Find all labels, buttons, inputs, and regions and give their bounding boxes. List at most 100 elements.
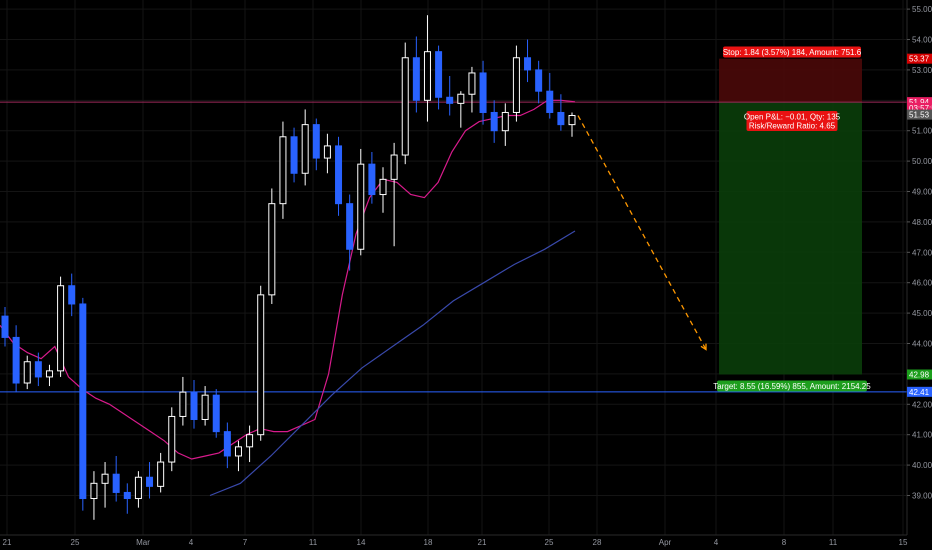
price-label-bg-4	[907, 369, 932, 380]
candle-body-31	[346, 203, 354, 250]
candle-37	[412, 36, 420, 113]
time-label-0: 21	[3, 538, 12, 547]
candle-17	[190, 379, 198, 429]
candle-27	[301, 109, 309, 186]
candle-34	[379, 167, 387, 213]
price-tick-label-4: 51.00	[912, 127, 932, 136]
time-label-3: 4	[189, 538, 194, 547]
ma-fast-line	[0, 99, 576, 460]
candle-29	[323, 133, 331, 174]
price-tick-label-15: 40.00	[912, 461, 932, 470]
candle-body-30	[335, 145, 343, 205]
candle-12	[134, 471, 142, 508]
candle-body-45	[501, 111, 509, 132]
candle-body-19	[212, 394, 220, 433]
candle-9	[101, 462, 109, 508]
candle-body-41	[457, 93, 465, 104]
candle-18	[201, 386, 209, 426]
candle-6	[68, 273, 76, 317]
candle-49	[546, 72, 554, 119]
candle-2	[23, 355, 31, 390]
candle-body-40	[446, 96, 454, 104]
time-label-7: 18	[424, 538, 433, 547]
time-label-1: 25	[71, 538, 80, 547]
candle-body-4	[45, 370, 53, 378]
candle-body-22	[246, 434, 254, 448]
price-label-bg-0	[907, 53, 932, 64]
candle-44	[490, 100, 498, 143]
candle-19	[212, 389, 220, 438]
candle-50	[557, 94, 565, 131]
time-label-8: 21	[478, 538, 487, 547]
candle-40	[446, 75, 454, 116]
candle-25	[279, 121, 287, 219]
stop-loss-zone[interactable]	[719, 58, 862, 103]
stop-label: Stop: 1.84 (3.57%) 184, Amount: 751.6	[723, 46, 862, 58]
time-label-10: 28	[593, 538, 602, 547]
candle-body-9	[101, 473, 109, 484]
price-label-bg-1	[907, 97, 932, 108]
candle-body-7	[79, 303, 87, 500]
time-label-14: 11	[829, 538, 838, 547]
candle-body-11	[123, 491, 131, 500]
candle-body-48	[535, 69, 543, 92]
candle-46	[512, 45, 520, 122]
projection-arrow[interactable]	[577, 115, 707, 351]
candle-body-6	[68, 285, 76, 305]
price-label-5: 42.41	[909, 388, 930, 397]
candle-7	[79, 297, 87, 511]
time-label-2: Mar	[136, 538, 150, 547]
candle-body-27	[301, 124, 309, 174]
candle-body-38	[423, 51, 431, 101]
price-tick-label-6: 49.00	[912, 188, 932, 197]
candle-10	[112, 455, 120, 502]
candle-3	[34, 352, 42, 387]
candle-43	[479, 60, 487, 125]
candle-body-35	[390, 154, 398, 180]
candle-body-16	[179, 391, 187, 417]
candle-body-37	[412, 57, 420, 101]
candle-26	[290, 127, 298, 183]
position-tool[interactable]	[719, 58, 862, 375]
candle-32	[357, 148, 365, 256]
price-label-3: 51.53	[909, 111, 930, 120]
pnl-label: Open P&L: −0.01, Qty: 135 Risk/Reward Ra…	[744, 111, 841, 131]
candle-51	[568, 112, 576, 137]
price-tick-label-11: 44.00	[912, 339, 932, 348]
take-profit-zone[interactable]	[719, 102, 862, 375]
candle-body-21	[234, 446, 242, 457]
price-label-0: 53.37	[909, 55, 930, 64]
price-label-bg-2	[907, 102, 932, 113]
time-label-11: Apr	[659, 538, 672, 547]
position-labels: Stop: 1.84 (3.57%) 184, Amount: 751.6 Op…	[713, 46, 871, 392]
candle-15	[168, 407, 176, 472]
candle-21	[234, 440, 242, 472]
candle-0	[1, 307, 9, 347]
candle-body-39	[435, 51, 443, 98]
candle-20	[223, 422, 231, 469]
price-tick-label-13: 42.00	[912, 400, 932, 409]
candle-body-10	[112, 473, 120, 493]
price-tick-label-14: 41.00	[912, 431, 932, 440]
price-label-1: 51.94	[909, 98, 930, 107]
candle-body-47	[524, 57, 532, 71]
candle-body-14	[157, 461, 165, 487]
candle-body-15	[168, 415, 176, 463]
candle-41	[457, 91, 465, 128]
candle-31	[346, 194, 354, 271]
candle-48	[535, 60, 543, 104]
time-label-6: 14	[357, 538, 366, 547]
candle-body-1	[12, 336, 20, 384]
price-tick-label-0: 55.00	[912, 5, 932, 14]
candle-body-44	[490, 111, 498, 132]
time-label-13: 8	[782, 538, 787, 547]
price-axis[interactable]: 55.0054.0053.0052.0051.0050.0049.0048.00…	[906, 0, 932, 550]
candle-30	[335, 136, 343, 216]
price-tick-label-9: 46.00	[912, 279, 932, 288]
candle-16	[179, 376, 187, 426]
candle-body-49	[546, 90, 554, 113]
time-label-5: 11	[309, 538, 318, 547]
price-tick-label-10: 45.00	[912, 309, 932, 318]
time-axis[interactable]: 21 25 Mar 4 7 11 14 18 21 25 28 Apr 4 8 11 15	[0, 534, 932, 550]
